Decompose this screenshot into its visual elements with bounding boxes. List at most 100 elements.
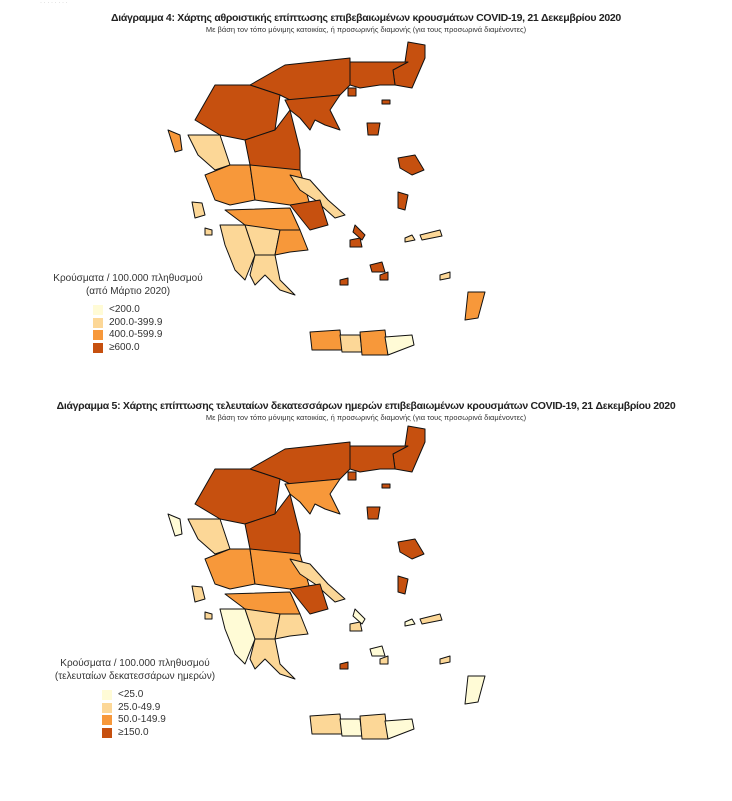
map-region <box>284 478 341 515</box>
map-region <box>397 191 409 211</box>
page-header-fragment: · · · · · · · · <box>40 0 68 6</box>
map-region <box>339 718 363 737</box>
map-region <box>194 468 281 525</box>
legend-swatch <box>93 317 103 328</box>
map-region <box>347 87 357 97</box>
legend-item: ≥150.0 <box>102 727 230 740</box>
legend-label: 200.0-399.9 <box>109 316 163 328</box>
map4-header: Διάγραμμα 4: Χάρτης αθροιστικής επίπτωση… <box>0 12 732 35</box>
map-region <box>397 154 425 176</box>
map-region <box>381 99 391 105</box>
map5-subtitle: Με βάση τον τόπο μόνιμης κατοικίας, ή πρ… <box>205 413 527 422</box>
map-region <box>187 518 231 555</box>
legend-subtitle: (από Μάρτιο 2020) <box>85 286 171 297</box>
legend-swatch <box>102 727 112 738</box>
map-region <box>439 271 451 281</box>
map-region <box>249 254 296 296</box>
map-region <box>352 224 366 241</box>
map5-header: Διάγραμμα 5: Χάρτης επίπτωσης τελευταίων… <box>0 400 732 423</box>
map-region <box>289 558 346 603</box>
map-region <box>397 575 409 595</box>
map4-legend: Κρούσματα / 100.000 πληθυσμού (από Μάρτι… <box>38 272 218 354</box>
legend-item: <25.0 <box>102 689 230 702</box>
map-region <box>349 237 363 248</box>
map-region <box>289 199 329 231</box>
map-region <box>274 613 309 640</box>
map-region <box>464 291 486 321</box>
map-region <box>404 234 416 243</box>
legend-label: 25.0-49.9 <box>118 701 161 713</box>
map-region <box>249 638 296 680</box>
legend-title: Κρούσματα / 100.000 πληθυσμού <box>53 273 203 284</box>
map5-choropleth <box>167 425 486 740</box>
legend-item: 400.0-599.9 <box>93 329 218 342</box>
map-region <box>419 613 443 625</box>
map-region <box>359 329 389 356</box>
map-region <box>369 645 386 657</box>
map-region <box>204 227 213 236</box>
legend-item: 50.0-149.9 <box>102 714 230 727</box>
map-region <box>204 611 213 620</box>
map5-title: Διάγραμμα 5: Χάρτης επίπτωσης τελευταίων… <box>56 400 676 412</box>
map-region <box>339 334 363 353</box>
map-region <box>419 229 443 241</box>
legend-label: ≥600.0 <box>109 341 140 353</box>
map-region <box>347 471 357 481</box>
map-region <box>404 618 416 627</box>
legend-label: <200.0 <box>109 304 140 315</box>
legend-subtitle: (τελευταίων δεκατεσσάρων ημερών) <box>54 671 216 682</box>
map4-choropleth <box>167 41 486 356</box>
map-region <box>381 483 391 489</box>
map-region <box>366 122 381 136</box>
legend-label: <25.0 <box>118 689 144 700</box>
map-region <box>284 94 341 131</box>
map-region <box>191 585 206 603</box>
legend-label: 400.0-599.9 <box>109 329 163 340</box>
map-region <box>349 621 363 632</box>
legend-item: <200.0 <box>93 304 218 317</box>
legend-item: 200.0-399.9 <box>93 317 218 330</box>
legend-swatch <box>93 305 103 316</box>
legend-item: ≥600.0 <box>93 342 218 355</box>
map-region <box>167 129 183 153</box>
map-region <box>289 174 346 219</box>
map-region <box>369 261 386 273</box>
legend-label: ≥150.0 <box>118 726 149 738</box>
legend-swatch <box>93 330 103 341</box>
legend-swatch <box>102 702 112 713</box>
map-region <box>352 608 366 625</box>
map-region <box>204 164 256 206</box>
legend-title: Κρούσματα / 100.000 πληθυσμού <box>60 658 210 669</box>
map-region <box>384 718 415 740</box>
legend-swatch <box>102 690 112 701</box>
map-region <box>384 334 415 356</box>
map-region <box>464 675 486 705</box>
map-region <box>359 713 389 740</box>
map-region <box>379 271 389 281</box>
legend-swatch <box>102 715 112 726</box>
legend-label: 50.0-149.9 <box>118 714 166 725</box>
map-region <box>204 548 256 590</box>
map-region <box>309 713 343 735</box>
map-region <box>379 655 389 665</box>
map5-legend: Κρούσματα / 100.000 πληθυσμού (τελευταίω… <box>40 657 230 739</box>
legend-swatch <box>93 342 103 353</box>
map-region <box>309 329 343 351</box>
map-region <box>439 655 451 665</box>
map-region <box>191 201 206 219</box>
map-region <box>339 277 349 286</box>
map-region <box>349 61 409 89</box>
map-region <box>249 441 351 485</box>
map-region <box>187 134 231 171</box>
map-region <box>194 84 281 141</box>
map4-title: Διάγραμμα 4: Χάρτης αθροιστικής επίπτωση… <box>111 12 621 24</box>
map-region <box>167 513 183 537</box>
map-region <box>249 57 351 101</box>
map-region <box>366 506 381 520</box>
map-region <box>289 583 329 615</box>
legend-item: 25.0-49.9 <box>102 702 230 715</box>
map-region <box>349 445 409 473</box>
map-region <box>339 661 349 670</box>
map-region <box>397 538 425 560</box>
map4-subtitle: Με βάση τον τόπο μόνιμης κατοικίας, ή πρ… <box>205 25 527 34</box>
